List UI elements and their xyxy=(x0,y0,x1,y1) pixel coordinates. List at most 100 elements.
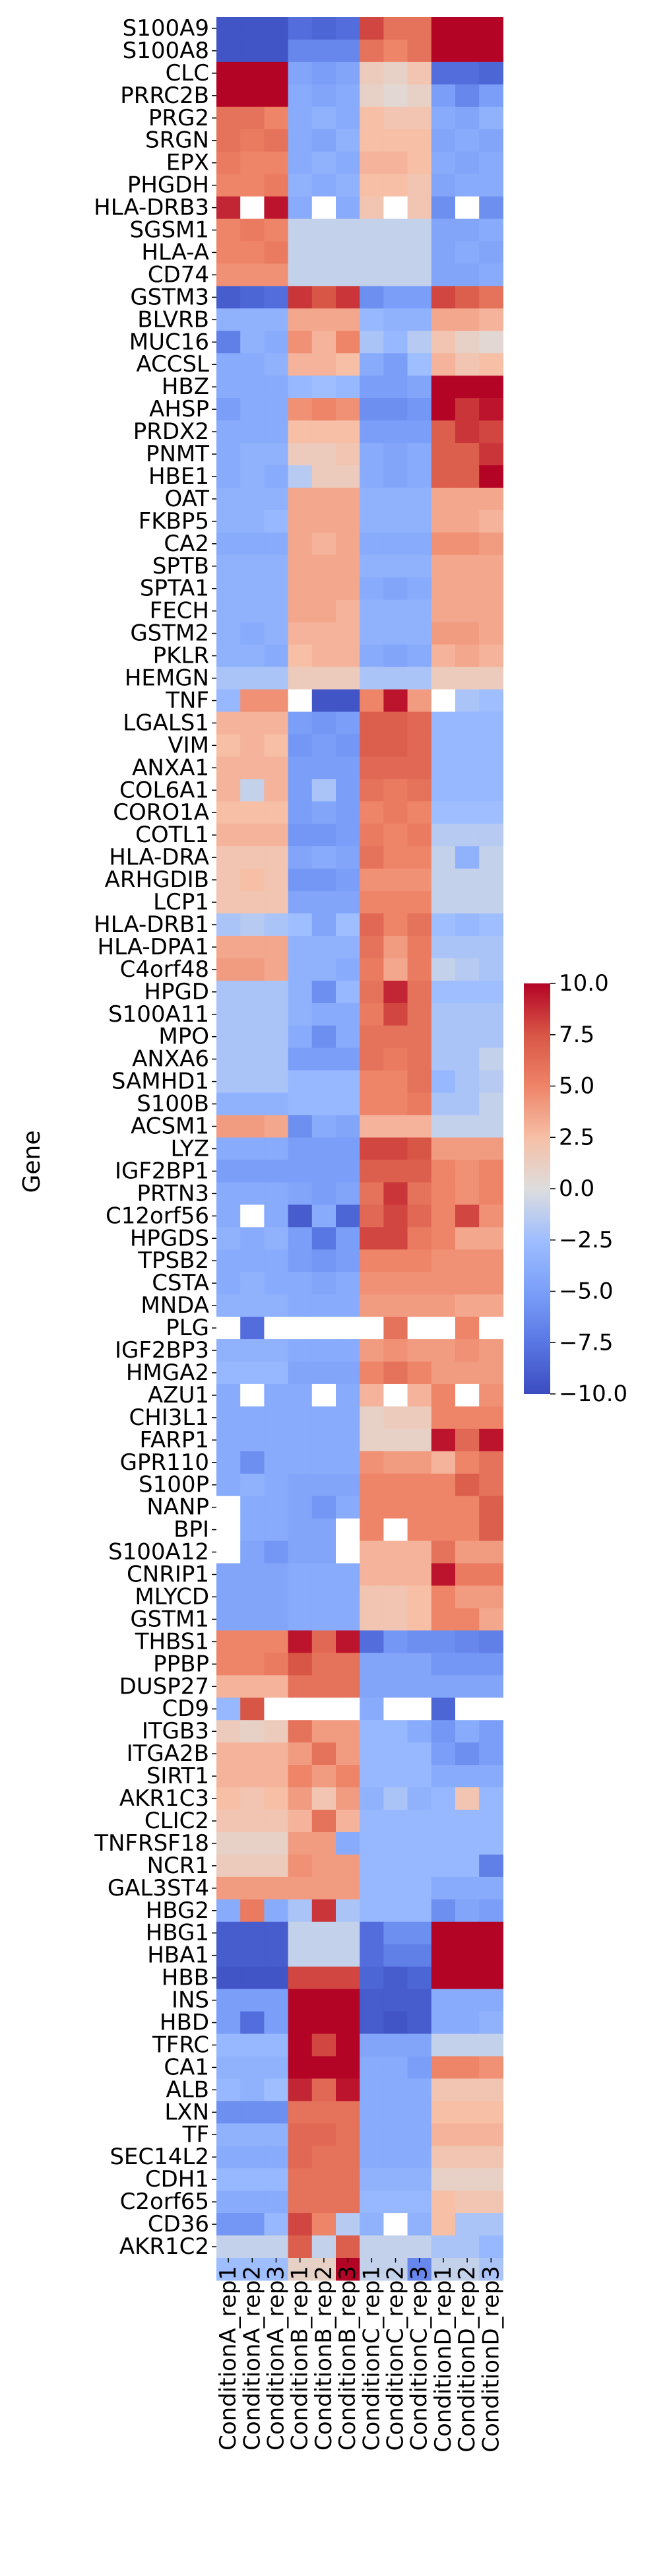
heatmap-cell xyxy=(311,1698,336,1721)
heatmap-cell xyxy=(336,1810,360,1833)
heatmap-cell xyxy=(216,2011,241,2035)
heatmap-cell xyxy=(360,1182,384,1205)
heatmap-cell xyxy=(216,218,241,242)
heatmap-cell xyxy=(431,1272,456,1295)
heatmap-cell xyxy=(360,1227,384,1250)
heatmap-cell xyxy=(383,174,408,197)
heatmap-cell xyxy=(407,2123,432,2146)
colorbar-tick-label: −2.5 xyxy=(559,1227,614,1253)
heatmap-cell xyxy=(240,39,265,63)
heatmap-cell xyxy=(311,84,336,108)
heatmap-cell xyxy=(431,2146,456,2169)
heatmap-cell xyxy=(407,1496,432,1519)
heatmap-cell xyxy=(383,1473,408,1497)
heatmap-cell xyxy=(288,734,313,757)
heatmap-cell xyxy=(455,174,480,197)
heatmap-cell xyxy=(479,1989,503,2012)
heatmap-cell xyxy=(240,2191,265,2214)
heatmap-cell xyxy=(360,554,384,578)
heatmap-cell xyxy=(216,824,241,847)
heatmap-cell xyxy=(264,1876,289,1900)
heatmap-cell xyxy=(264,779,289,802)
heatmap-cell xyxy=(336,129,360,152)
heatmap-cell xyxy=(311,1362,336,1385)
heatmap-cell xyxy=(431,1025,456,1049)
heatmap-cell xyxy=(216,1653,241,1676)
heatmap-cell xyxy=(455,1944,480,1967)
heatmap-cell xyxy=(264,2011,289,2035)
row-label: MLYCD xyxy=(135,1583,209,1610)
heatmap-cell xyxy=(336,2101,360,2124)
heatmap-cell xyxy=(216,779,241,802)
heatmap-cell xyxy=(336,151,360,175)
heatmap-cell xyxy=(336,241,360,265)
heatmap-cell xyxy=(479,1070,503,1094)
row-label: HBA1 xyxy=(147,1942,209,1969)
heatmap-cell xyxy=(407,1921,432,1945)
heatmap-cell xyxy=(407,1832,432,1855)
heatmap-cell xyxy=(336,1944,360,1967)
heatmap-cell xyxy=(216,1249,241,1272)
heatmap-cell xyxy=(216,1227,241,1250)
heatmap-cell xyxy=(383,2168,408,2191)
row-label: HBG1 xyxy=(146,1920,209,1946)
heatmap-cell xyxy=(431,801,456,824)
heatmap-cell xyxy=(455,891,480,914)
heatmap-cell xyxy=(455,1540,480,1564)
heatmap-cell xyxy=(360,2191,384,2214)
heatmap-cell xyxy=(360,443,384,466)
heatmap-cell xyxy=(240,61,265,85)
row-label: SRGN xyxy=(145,127,209,154)
heatmap-cell xyxy=(240,1854,265,1878)
heatmap-cell xyxy=(407,39,432,63)
heatmap-cell xyxy=(240,599,265,623)
heatmap-cell xyxy=(288,84,313,108)
heatmap-cell xyxy=(216,1473,241,1497)
heatmap-cell xyxy=(431,2078,456,2101)
heatmap-cell xyxy=(383,846,408,869)
heatmap-cell xyxy=(383,1317,408,1340)
heatmap-cell xyxy=(479,1810,503,1833)
heatmap-cell xyxy=(407,218,432,242)
heatmap-cell xyxy=(479,241,503,265)
heatmap-cell xyxy=(288,801,313,824)
heatmap-cell xyxy=(288,1227,313,1250)
heatmap-cell xyxy=(336,331,360,354)
heatmap-cell xyxy=(383,1630,408,1653)
heatmap-cell xyxy=(360,1608,384,1631)
heatmap-cell xyxy=(431,958,456,981)
heatmap-cell xyxy=(240,1227,265,1250)
heatmap-cell xyxy=(360,1675,384,1698)
heatmap-cell xyxy=(431,1876,456,1900)
row-label: CA1 xyxy=(164,2054,209,2080)
heatmap-cell xyxy=(407,1630,432,1653)
heatmap-cell xyxy=(479,1966,503,1990)
heatmap-cell xyxy=(216,1854,241,1878)
row-label: HLA-DRB3 xyxy=(94,195,209,221)
heatmap-cell xyxy=(288,577,313,601)
heatmap-cell xyxy=(431,1563,456,1587)
row-label: MNDA xyxy=(141,1292,209,1319)
heatmap-cell xyxy=(360,1787,384,1810)
heatmap-cell xyxy=(264,1720,289,1743)
heatmap-cell xyxy=(360,1653,384,1676)
heatmap-cell xyxy=(360,1317,384,1340)
heatmap-cell xyxy=(479,2123,503,2146)
row-label: HBG2 xyxy=(146,1898,209,1924)
heatmap-cell xyxy=(240,151,265,175)
heatmap-cell xyxy=(383,286,408,309)
heatmap-cell xyxy=(360,465,384,488)
heatmap-cell xyxy=(383,2123,408,2146)
heatmap-cell xyxy=(479,1854,503,1878)
heatmap-cell xyxy=(336,2011,360,2035)
heatmap-cell xyxy=(455,1383,480,1407)
heatmap-cell xyxy=(455,1473,480,1497)
heatmap-cell xyxy=(383,935,408,959)
row-label: PKLR xyxy=(153,643,209,669)
heatmap-cell xyxy=(264,1944,289,1967)
heatmap-cell xyxy=(311,17,336,40)
row-label: CD9 xyxy=(162,1696,209,1722)
heatmap-cell xyxy=(311,554,336,578)
heatmap-cell xyxy=(216,308,241,331)
row-label: ACCSL xyxy=(136,351,209,378)
